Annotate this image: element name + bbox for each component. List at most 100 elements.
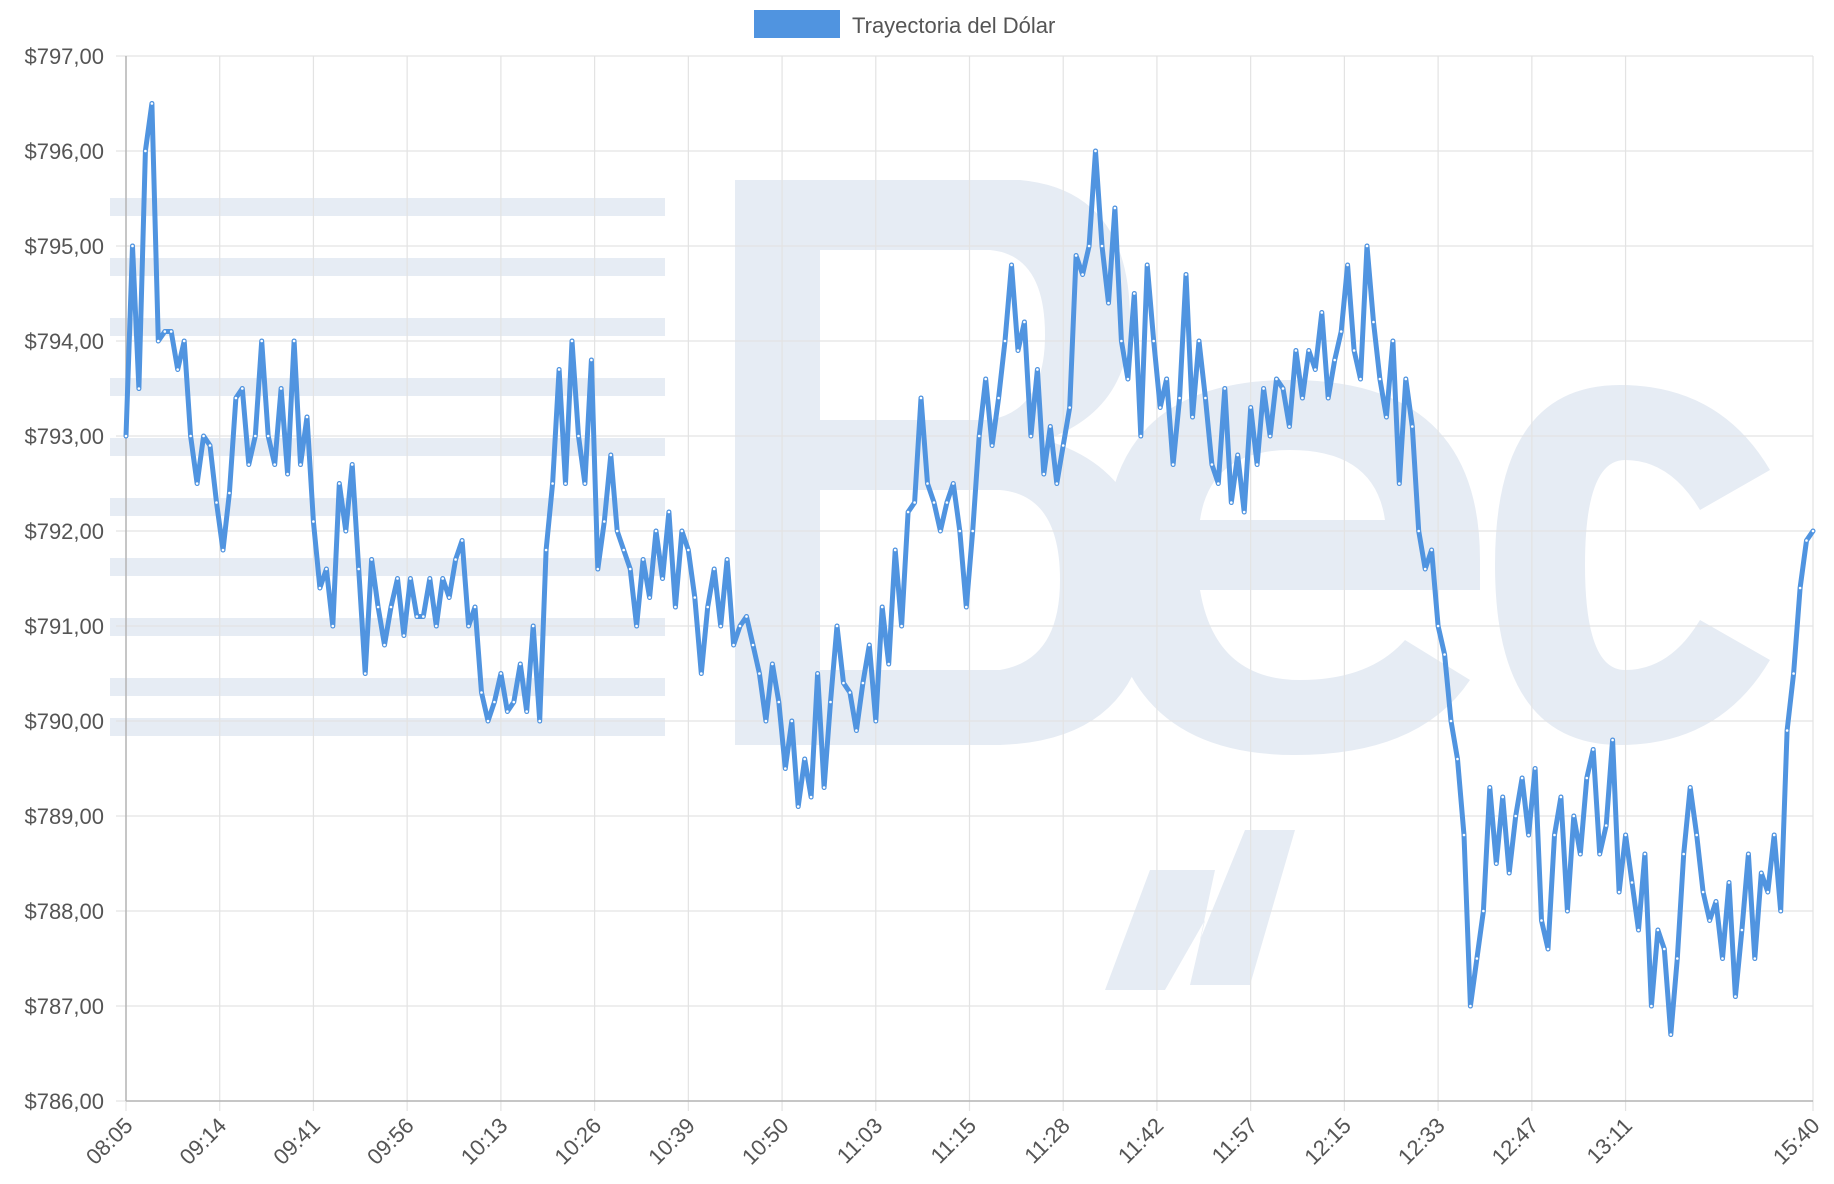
data-point[interactable]	[1067, 405, 1072, 410]
data-point[interactable]	[207, 443, 213, 448]
data-point[interactable]	[1668, 1032, 1674, 1037]
data-point[interactable]	[427, 576, 433, 581]
data-point[interactable]	[1300, 395, 1305, 401]
data-point[interactable]	[989, 443, 995, 448]
data-point[interactable]	[1086, 243, 1092, 249]
data-point[interactable]	[136, 386, 142, 391]
data-point[interactable]	[259, 338, 265, 344]
data-point[interactable]	[582, 481, 588, 486]
data-point[interactable]	[1707, 918, 1712, 923]
data-point[interactable]	[1500, 794, 1505, 800]
data-point[interactable]	[556, 367, 562, 372]
data-point[interactable]	[543, 547, 549, 553]
data-point[interactable]	[918, 395, 924, 401]
data-point[interactable]	[976, 433, 982, 439]
data-point[interactable]	[912, 500, 917, 505]
legend[interactable]: Trayectoria del Dólar	[754, 10, 1055, 38]
data-point[interactable]	[1487, 785, 1493, 790]
data-point[interactable]	[479, 690, 484, 695]
data-point[interactable]	[466, 623, 471, 629]
data-point[interactable]	[1765, 889, 1771, 895]
data-point[interactable]	[686, 547, 691, 553]
data-point[interactable]	[679, 528, 685, 534]
data-point[interactable]	[1623, 832, 1628, 838]
data-point[interactable]	[291, 338, 297, 344]
data-point[interactable]	[1629, 880, 1635, 885]
data-point[interactable]	[1261, 386, 1266, 391]
data-point[interactable]	[492, 699, 497, 705]
data-point[interactable]	[278, 386, 284, 391]
data-point[interactable]	[421, 614, 426, 619]
data-point[interactable]	[1435, 623, 1441, 629]
data-point[interactable]	[220, 547, 226, 553]
data-point[interactable]	[1590, 747, 1596, 752]
data-point[interactable]	[1603, 823, 1609, 828]
data-point[interactable]	[621, 547, 627, 553]
data-point[interactable]	[1681, 851, 1686, 857]
data-point[interactable]	[899, 623, 904, 629]
data-point[interactable]	[1791, 671, 1796, 676]
data-point[interactable]	[1325, 395, 1331, 401]
data-point[interactable]	[886, 661, 892, 667]
data-point[interactable]	[253, 433, 258, 439]
data-point[interactable]	[1009, 262, 1014, 268]
data-point[interactable]	[757, 671, 762, 676]
data-point[interactable]	[227, 490, 232, 496]
data-point[interactable]	[750, 642, 756, 648]
data-point[interactable]	[841, 680, 846, 686]
data-point[interactable]	[1022, 319, 1027, 325]
data-point[interactable]	[550, 481, 555, 486]
data-point[interactable]	[944, 500, 950, 505]
data-point[interactable]	[1429, 547, 1434, 553]
data-point[interactable]	[1481, 908, 1486, 914]
data-point[interactable]	[1313, 367, 1318, 372]
data-point[interactable]	[317, 585, 323, 591]
data-point[interactable]	[1287, 424, 1292, 429]
data-point[interactable]	[440, 576, 446, 581]
data-point[interactable]	[1267, 433, 1273, 439]
data-point[interactable]	[1771, 832, 1777, 838]
data-point[interactable]	[1422, 566, 1428, 572]
data-point[interactable]	[1048, 424, 1053, 429]
data-point[interactable]	[996, 395, 1001, 401]
data-point[interactable]	[446, 595, 452, 600]
data-point[interactable]	[879, 604, 885, 610]
data-point[interactable]	[763, 718, 769, 724]
data-point[interactable]	[175, 367, 180, 372]
data-point[interactable]	[1138, 433, 1144, 439]
data-point[interactable]	[1784, 728, 1790, 733]
data-point[interactable]	[847, 690, 853, 695]
data-point[interactable]	[1203, 395, 1208, 401]
data-point[interactable]	[1636, 927, 1641, 933]
data-point[interactable]	[388, 604, 394, 610]
data-point[interactable]	[1797, 585, 1803, 591]
data-point[interactable]	[595, 566, 601, 572]
data-point[interactable]	[1196, 338, 1202, 344]
data-point[interactable]	[1371, 319, 1376, 325]
data-point[interactable]	[1229, 500, 1234, 505]
data-point[interactable]	[1532, 766, 1538, 771]
data-point[interactable]	[181, 338, 187, 344]
data-point[interactable]	[692, 595, 698, 600]
data-point[interactable]	[1358, 376, 1363, 382]
data-point[interactable]	[1002, 338, 1008, 344]
data-point[interactable]	[1073, 253, 1079, 258]
data-point[interactable]	[1099, 243, 1105, 249]
data-point[interactable]	[576, 433, 581, 439]
data-point[interactable]	[414, 614, 420, 619]
data-point[interactable]	[265, 433, 271, 439]
data-point[interactable]	[815, 671, 820, 676]
data-point[interactable]	[362, 671, 368, 676]
data-point[interactable]	[194, 481, 200, 486]
data-point[interactable]	[983, 376, 989, 382]
data-point[interactable]	[905, 509, 911, 515]
data-point[interactable]	[802, 756, 808, 762]
data-point[interactable]	[1054, 481, 1060, 486]
data-point[interactable]	[770, 661, 775, 667]
data-point[interactable]	[304, 414, 310, 420]
data-point[interactable]	[485, 718, 491, 724]
data-point[interactable]	[1752, 956, 1758, 961]
data-point[interactable]	[343, 528, 349, 534]
data-point[interactable]	[1332, 357, 1337, 363]
data-point[interactable]	[1565, 908, 1570, 914]
